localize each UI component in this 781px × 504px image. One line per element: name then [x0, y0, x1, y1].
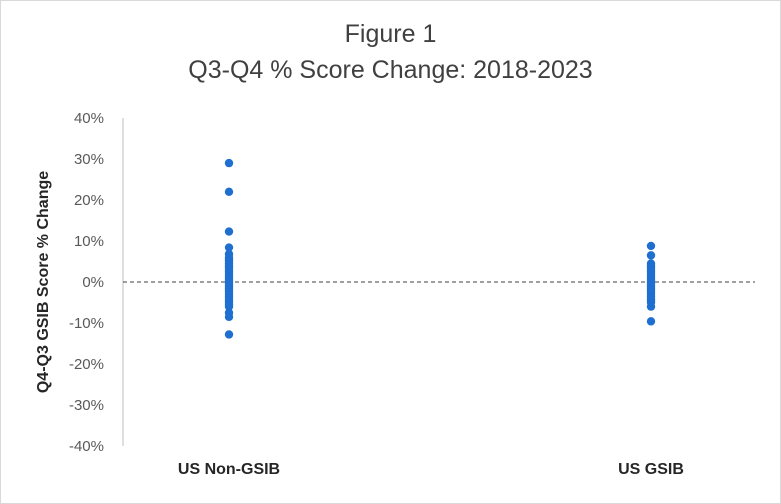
data-point [224, 302, 234, 311]
chart-title: Figure 1 [344, 20, 437, 48]
x-category-label: US Non-GSIB [178, 461, 280, 478]
data-point [646, 251, 656, 260]
data-point [646, 317, 656, 326]
y-tick-label: -20% [69, 356, 104, 373]
x-category-label: US GSIB [618, 461, 684, 478]
y-tick-label: -30% [69, 397, 104, 414]
y-tick-label: -10% [69, 315, 104, 332]
y-tick-label: 0% [82, 274, 104, 291]
y-tick-label: 30% [74, 151, 104, 168]
data-point [646, 241, 656, 251]
data-point [224, 158, 234, 168]
data-point [224, 330, 234, 339]
data-point [224, 227, 234, 236]
data-point [224, 187, 234, 196]
y-tick-label: 40% [74, 110, 104, 127]
data-point [224, 312, 234, 322]
data-point [224, 243, 234, 252]
data-point [646, 302, 656, 311]
y-tick-label: -40% [69, 438, 104, 455]
y-tick-label: 10% [74, 233, 104, 250]
y-axis-title: Q4-Q3 GSIB Score % Change [35, 171, 52, 393]
chart-subtitle: Q3-Q4 % Score Change: 2018-2023 [188, 56, 593, 84]
y-tick-label: 20% [74, 192, 104, 209]
